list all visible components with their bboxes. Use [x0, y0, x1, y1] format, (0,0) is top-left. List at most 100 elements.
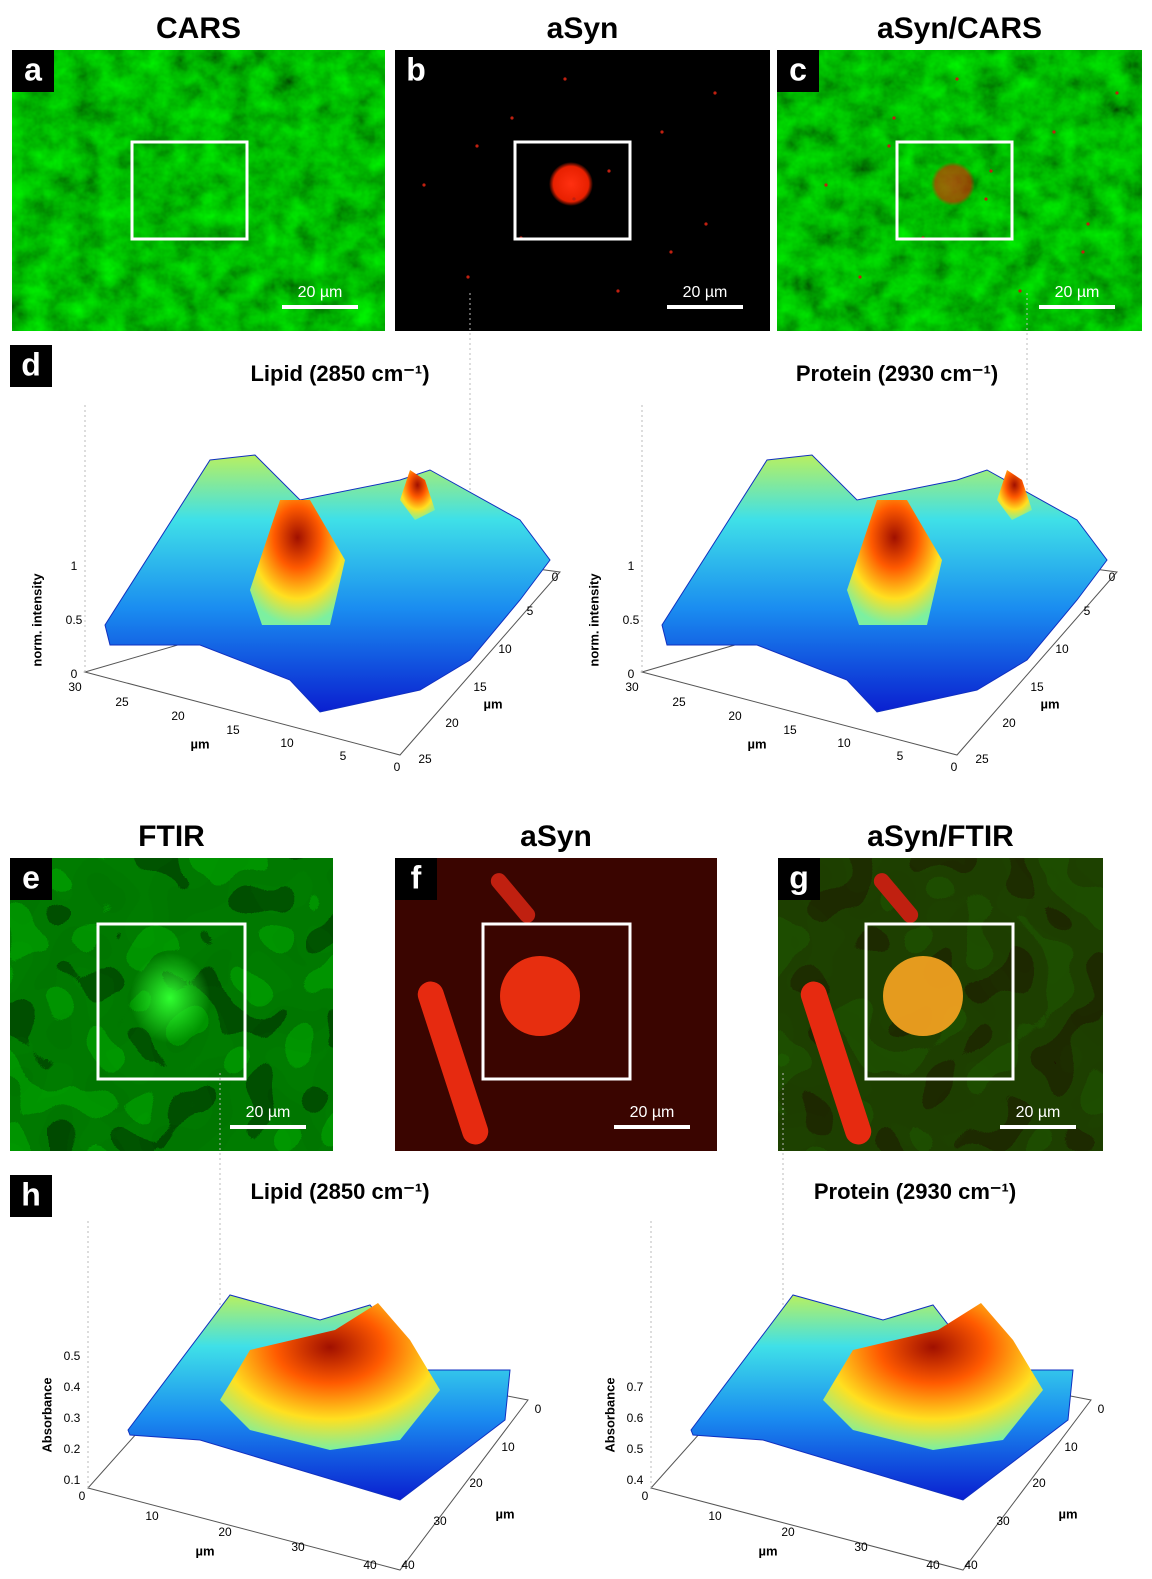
speck	[1086, 222, 1089, 225]
y-tick-label: 20	[1002, 716, 1016, 730]
z-axis-label: norm. intensity	[586, 573, 601, 667]
y-tick-label: 0	[1098, 1402, 1105, 1416]
x-tick-label: 30	[68, 680, 82, 694]
z-tick-label: 0.4	[627, 1473, 644, 1487]
panel-title: aSyn	[520, 820, 592, 853]
y-axis-label: µm	[483, 696, 502, 711]
x-tick-label: 10	[280, 736, 294, 750]
speck	[1018, 289, 1021, 292]
speck	[660, 130, 663, 133]
y-axis-label: µm	[1058, 1506, 1077, 1521]
y-tick-label: 20	[469, 1476, 483, 1490]
scale-label: 20 µm	[1055, 284, 1100, 301]
speck	[824, 183, 827, 186]
y-tick-label: 10	[1055, 642, 1069, 656]
z-tick-label: 1	[628, 559, 635, 573]
speck	[572, 197, 575, 200]
speck	[704, 222, 707, 225]
y-tick-label: 20	[445, 716, 459, 730]
y-tick-label: 10	[498, 642, 512, 656]
z-tick-label: 0.5	[66, 613, 83, 627]
x-tick-label: 0	[642, 1489, 649, 1503]
x-tick-label: 0	[394, 760, 401, 774]
speck	[1052, 130, 1055, 133]
z-tick-label: 0.3	[64, 1411, 81, 1425]
speck	[422, 183, 425, 186]
speck	[616, 289, 619, 292]
plot-title: Lipid (2850 cm⁻¹)	[250, 361, 429, 386]
z-tick-label: 0.6	[627, 1411, 644, 1425]
x-tick-label: 10	[708, 1509, 722, 1523]
y-tick-label: 30	[433, 1514, 447, 1528]
panel-letter: g	[789, 859, 809, 895]
x-tick-label: 0	[951, 760, 958, 774]
aggregate	[931, 162, 975, 206]
speck	[955, 77, 958, 80]
plot-title: Lipid (2850 cm⁻¹)	[250, 1179, 429, 1204]
panel-letter: h	[21, 1176, 41, 1212]
y-tick-label: 15	[1030, 680, 1044, 694]
x-tick-label: 25	[115, 695, 129, 709]
x-tick-label: 5	[340, 749, 347, 763]
panel-letter: d	[21, 346, 41, 382]
x-axis-label: µm	[195, 1543, 214, 1558]
aggregate	[500, 956, 580, 1036]
y-tick-label: 0	[1109, 570, 1116, 584]
x-tick-label: 20	[781, 1525, 795, 1539]
x-tick-label: 0	[79, 1489, 86, 1503]
scale-label: 20 µm	[246, 1104, 291, 1121]
y-tick-label: 5	[1084, 604, 1091, 618]
speck	[984, 197, 987, 200]
speck	[475, 144, 478, 147]
y-tick-label: 0	[535, 1402, 542, 1416]
x-tick-label: 5	[897, 749, 904, 763]
x-tick-label: 10	[837, 736, 851, 750]
y-axis-label: µm	[1040, 696, 1059, 711]
aggregate	[549, 162, 593, 206]
y-axis-label: µm	[495, 1506, 514, 1521]
speck	[1115, 91, 1118, 94]
x-tick-label: 10	[145, 1509, 159, 1523]
y-tick-label: 25	[975, 752, 989, 766]
x-tick-label: 30	[854, 1540, 868, 1554]
x-tick-label: 15	[226, 723, 240, 737]
z-tick-label: 0.4	[64, 1380, 81, 1394]
speck	[892, 116, 895, 119]
speck	[607, 169, 610, 172]
y-tick-label: 5	[527, 604, 534, 618]
speck	[858, 275, 861, 278]
z-tick-label: 0.1	[64, 1473, 81, 1487]
speck	[713, 91, 716, 94]
x-tick-label: 20	[171, 709, 185, 723]
speck	[466, 275, 469, 278]
scale-label: 20 µm	[1016, 1104, 1061, 1121]
plot-title: Protein (2930 cm⁻¹)	[796, 361, 998, 386]
z-tick-label: 0	[628, 667, 635, 681]
aggregate	[883, 956, 963, 1036]
x-tick-label: 15	[783, 723, 797, 737]
y-tick-label: 20	[1032, 1476, 1046, 1490]
y-tick-label: 30	[996, 1514, 1010, 1528]
panel-letter: b	[406, 51, 426, 87]
x-tick-label: 20	[728, 709, 742, 723]
z-tick-label: 0.5	[627, 1442, 644, 1456]
x-tick-label: 30	[291, 1540, 305, 1554]
panel-title: aSyn/CARS	[877, 12, 1042, 45]
y-tick-label: 40	[401, 1558, 415, 1572]
panel-letter: f	[411, 859, 422, 895]
z-tick-label: 0.5	[64, 1349, 81, 1363]
z-axis-label: norm. intensity	[29, 573, 44, 667]
ftir-spot	[130, 953, 210, 1043]
panel-letter: a	[24, 51, 42, 87]
x-tick-label: 40	[926, 1558, 940, 1572]
z-tick-label: 0.7	[627, 1380, 644, 1394]
x-axis-label: µm	[747, 736, 766, 751]
z-tick-label: 0	[71, 667, 78, 681]
x-tick-label: 30	[625, 680, 639, 694]
speck	[887, 144, 890, 147]
y-tick-label: 15	[473, 680, 487, 694]
y-tick-label: 10	[501, 1440, 515, 1454]
x-axis-label: µm	[758, 1543, 777, 1558]
z-tick-label: 0.2	[64, 1442, 81, 1456]
z-axis-label: Absorbance	[39, 1377, 54, 1452]
